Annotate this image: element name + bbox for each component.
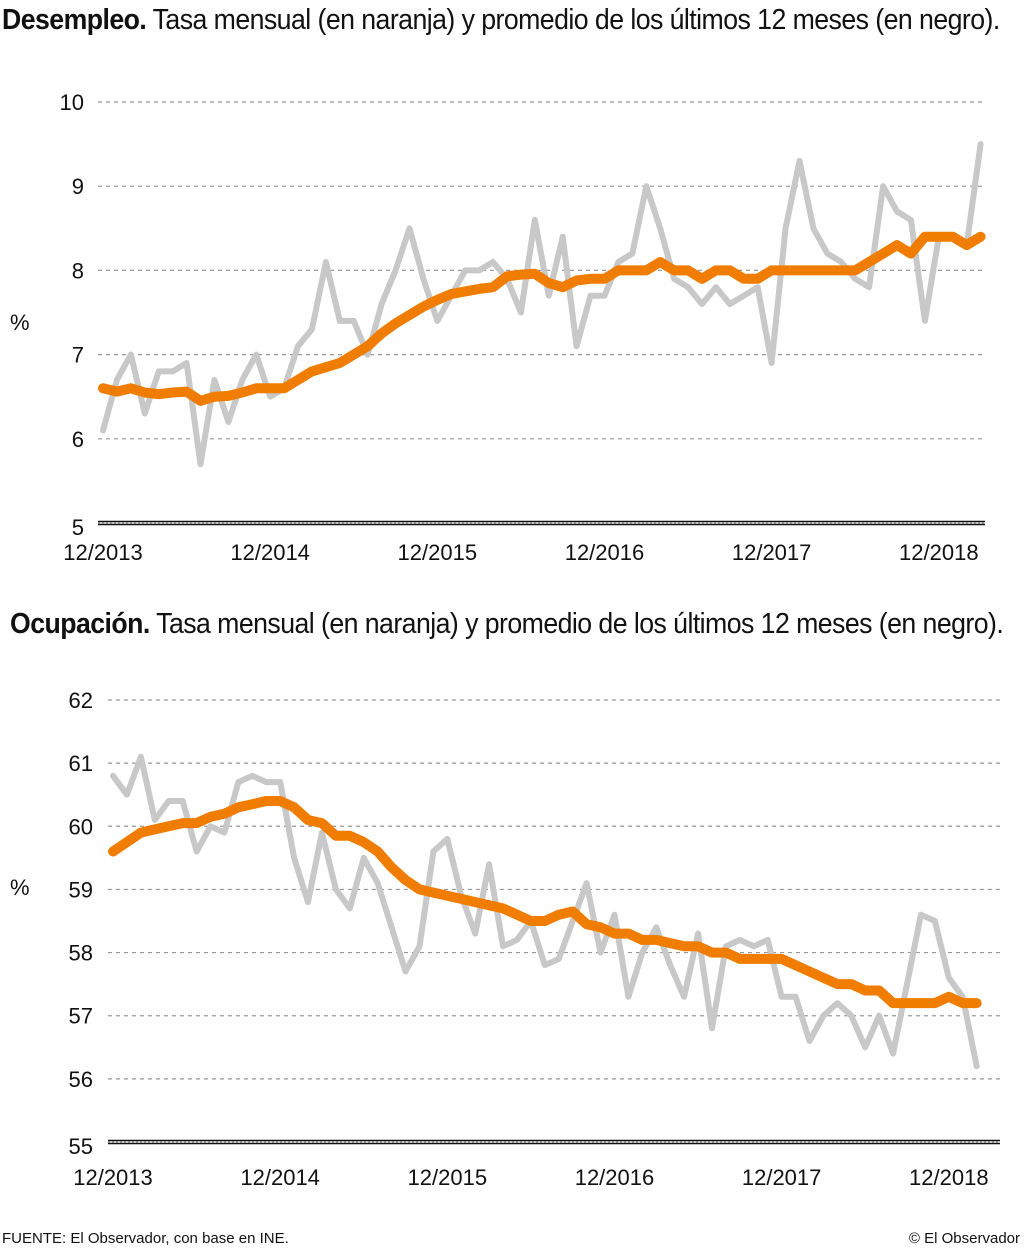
y-tick-label: 60 (69, 814, 93, 839)
desempleo-chart: 10 9 8 7 6 5% 12/2013 12/2014 12/2015 12/2016 12/2… (10, 90, 986, 565)
y-tick-label: 7 (72, 343, 84, 368)
x-tick-label: 12/2014 (240, 1165, 320, 1190)
y-tick-label: 8 (72, 258, 84, 283)
y-tick-label: 6 (72, 427, 84, 452)
twelve-month-average-line (108, 796, 982, 1009)
copyright: © El Observador (908, 1230, 1020, 1247)
y-tick-label: 5 (72, 515, 84, 540)
x-tick-label: 12/2018 (909, 1165, 989, 1190)
title-bold: Desempleo. (2, 4, 147, 36)
x-tick-label: 12/2014 (230, 540, 310, 565)
x-tick-label: 12/2016 (575, 1165, 655, 1190)
chart-title-desempleo: Desempleo. Tasa mensual (en naranja) y p… (2, 0, 1014, 40)
y-tick-label: 62 (69, 688, 93, 713)
y-axis-label: % (10, 875, 30, 900)
x-tick-label: 12/2017 (732, 540, 812, 565)
x-tick-label: 12/2018 (899, 540, 979, 565)
y-tick-label: 10 (60, 90, 84, 115)
title-text: Tasa mensual (en naranja) y promedio de … (152, 4, 1001, 36)
monthly-rate-line (100, 141, 984, 468)
source-note: FUENTE: El Observador, con base en INE. (2, 1230, 289, 1247)
y-tick-label: 61 (69, 751, 93, 776)
y-tick-label: 58 (69, 941, 93, 966)
x-tick-label: 12/2013 (63, 540, 143, 565)
y-tick-label: 55 (69, 1134, 93, 1159)
title-text: Tasa mensual (en naranja) y promedio de … (156, 608, 1004, 640)
y-tick-label: 57 (69, 1004, 93, 1029)
y-tick-label: 9 (72, 174, 84, 199)
x-tick-label: 12/2017 (742, 1165, 822, 1190)
x-tick-label: 12/2015 (408, 1165, 488, 1190)
ocupacion-chart: 62 61 60 59 58 57 56 55% 12/2013 12/2014 12/2015 12… (10, 688, 1000, 1190)
chart-title-ocupacion: Ocupación. Tasa mensual (en naranja) y p… (10, 604, 1022, 644)
title-bold: Ocupación. (10, 608, 150, 640)
y-tick-label: 56 (69, 1067, 93, 1092)
twelve-month-average-line (98, 231, 986, 406)
y-tick-label: 59 (69, 877, 93, 902)
x-tick-label: 12/2015 (398, 540, 478, 565)
x-tick-label: 12/2016 (565, 540, 645, 565)
y-axis-label: % (10, 310, 30, 335)
x-tick-label: 12/2013 (73, 1165, 153, 1190)
